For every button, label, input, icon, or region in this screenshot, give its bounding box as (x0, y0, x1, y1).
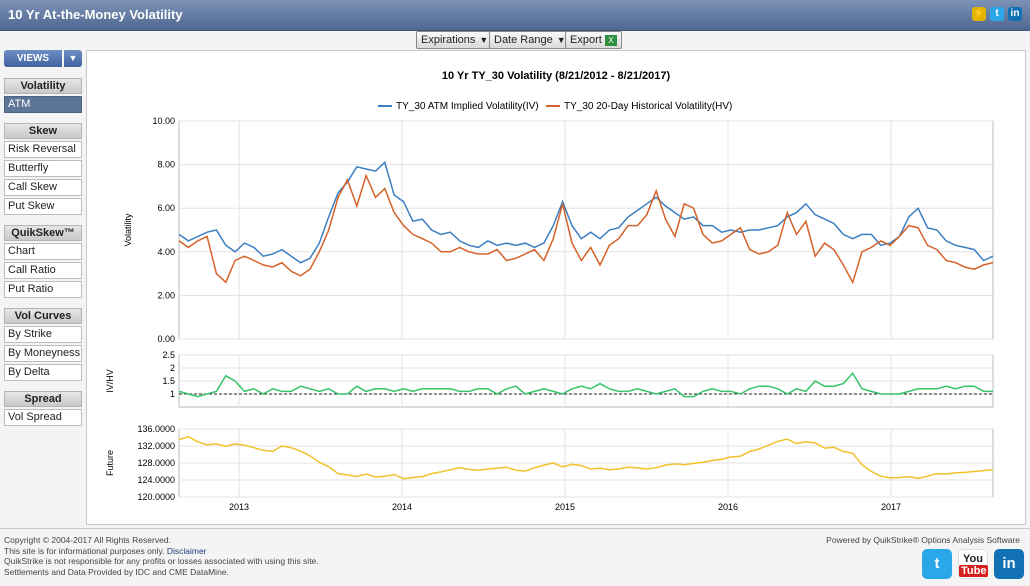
sidebar-item-put-ratio[interactable]: Put Ratio (4, 281, 82, 298)
info-text: This site is for informational purposes … (4, 545, 165, 556)
series-line-future (178, 435, 994, 480)
title-icons: ⚡ t in (972, 7, 1022, 21)
excel-icon: X (604, 34, 617, 46)
sidebar-item-atm[interactable]: ATM (4, 96, 82, 113)
y-tick-label-2-3: 124.0000 (137, 475, 175, 485)
section-heading-4: Spread (4, 391, 82, 407)
window-title: 10 Yr At-the-Money Volatility (8, 7, 183, 22)
y-axis-label-1: IV/HV (105, 369, 115, 393)
settlements-text: Settlements and Data Provided by IDC and… (4, 566, 229, 577)
panel-frame-0 (178, 120, 994, 340)
responsibility-text: QuikStrike is not responsible for any pr… (4, 556, 319, 566)
chevron-down-icon[interactable]: ▼ (64, 50, 82, 67)
sidebar-item-by-strike[interactable]: By Strike (4, 326, 82, 343)
y-tick-label-2-4: 120.0000 (137, 492, 175, 502)
lightning-icon[interactable]: ⚡ (972, 7, 986, 21)
youtube-icon[interactable]: You Tube (958, 549, 989, 579)
x-tick-label-0: 2013 (229, 502, 249, 512)
section-heading-2: QuikSkew™ (4, 225, 82, 241)
y-tick-label-2-1: 132.0000 (137, 441, 175, 451)
y-tick-label-2-2: 128.0000 (137, 458, 175, 468)
disclaimer-link[interactable]: Disclaimer (166, 545, 207, 556)
volatility-chart: 10 Yr TY_30 Volatility (8/21/2012 - 8/21… (105, 70, 994, 512)
export-button[interactable]: Export X (565, 31, 622, 49)
sidebar-item-vol-spread[interactable]: Vol Spread (4, 409, 82, 426)
legend-iv-label: TY_30 ATM Implied Volatility(IV) (396, 101, 539, 112)
sidebar-item-risk-reversal[interactable]: Risk Reversal (4, 141, 82, 158)
section-heading-1: Skew (4, 123, 82, 139)
section-heading-3: Vol Curves (4, 308, 82, 324)
export-label: Export (570, 34, 602, 46)
linkedin-icon[interactable]: in (994, 549, 1024, 579)
footer: Copyright © 2004-2017 All Rights Reserve… (0, 528, 1030, 586)
sidebar-item-chart[interactable]: Chart (4, 243, 82, 260)
date-range-dropdown[interactable]: Date Range ▼ (489, 31, 571, 49)
toolbar: Expirations ▼ Date Range ▼ Export X (0, 31, 1030, 49)
x-tick-label-3: 2016 (718, 502, 738, 512)
sidebar-item-by-delta[interactable]: By Delta (4, 364, 82, 381)
sidebar-item-call-skew[interactable]: Call Skew (4, 179, 82, 196)
y-tick-label-1-3: 1 (170, 389, 175, 399)
expirations-label: Expirations (421, 34, 476, 46)
series-line-ratio (178, 371, 993, 398)
linkedin-icon[interactable]: in (1008, 7, 1022, 21)
y-tick-label-1-1: 2 (170, 363, 175, 373)
x-tick-label-1: 2014 (392, 502, 412, 512)
y-tick-label-0-3: 4.00 (157, 247, 175, 257)
y-axis-label-0: Volatility (123, 213, 133, 247)
chart-panel: 10 Yr TY_30 Volatility (8/21/2012 - 8/21… (86, 50, 1026, 525)
y-tick-label-1-0: 2.5 (162, 350, 175, 360)
views-label[interactable]: VIEWS (4, 50, 62, 67)
date-range-label: Date Range (494, 34, 553, 46)
sidebar-item-by-moneyness[interactable]: By Moneyness (4, 345, 82, 362)
y-tick-label-0-2: 6.00 (157, 203, 175, 213)
y-tick-label-1-2: 1.5 (162, 376, 175, 386)
section-heading-0: Volatility (4, 78, 82, 94)
sidebar-item-butterfly[interactable]: Butterfly (4, 160, 82, 177)
views-button[interactable]: VIEWS ▼ (4, 50, 82, 67)
title-bar: 10 Yr At-the-Money Volatility ⚡ t in (0, 0, 1030, 31)
copyright-text: Copyright © 2004-2017 All Rights Reserve… (4, 535, 171, 545)
series-line-iv (178, 161, 994, 264)
y-axis-label-2: Future (105, 450, 115, 476)
chart-title: 10 Yr TY_30 Volatility (8/21/2012 - 8/21… (442, 70, 671, 82)
y-tick-label-0-1: 8.00 (157, 160, 175, 170)
y-tick-label-0-5: 0.00 (157, 334, 175, 344)
chevron-down-icon: ▼ (556, 35, 566, 45)
series-line-hv (178, 173, 994, 285)
y-tick-label-2-0: 136.0000 (137, 424, 175, 434)
expirations-dropdown[interactable]: Expirations ▼ (416, 31, 494, 49)
y-tick-label-0-4: 2.00 (157, 290, 175, 300)
chevron-down-icon: ▼ (479, 35, 489, 45)
x-tick-label-2: 2015 (555, 502, 575, 512)
sidebar-item-call-ratio[interactable]: Call Ratio (4, 262, 82, 279)
sidebar-item-put-skew[interactable]: Put Skew (4, 198, 82, 215)
x-tick-label-4: 2017 (881, 502, 901, 512)
legend-hv-label: TY_30 20-Day Historical Volatility(HV) (564, 101, 732, 112)
twitter-icon[interactable]: t (922, 549, 952, 579)
powered-by-text: Powered by QuikStrike® Options Analysis … (826, 535, 1020, 545)
y-tick-label-0-0: 10.00 (152, 116, 175, 126)
twitter-icon[interactable]: t (990, 7, 1004, 21)
